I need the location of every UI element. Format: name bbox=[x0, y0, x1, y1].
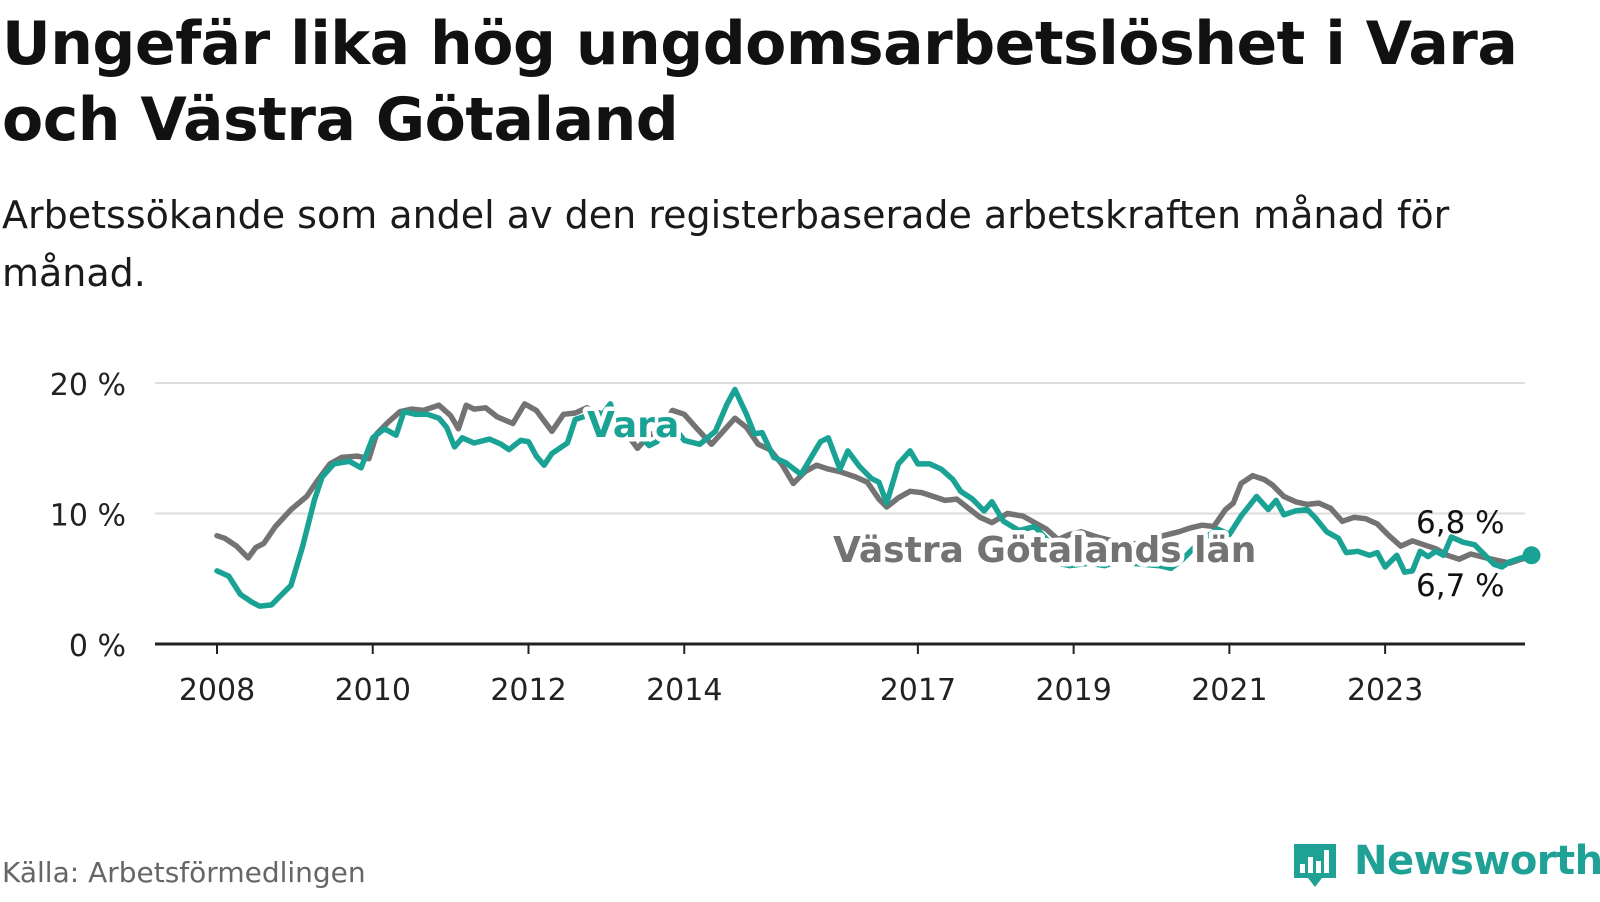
end-value-labels: 6,8 % 6,7 % bbox=[1416, 505, 1505, 604]
x-tick-label-2019: 2019 bbox=[1035, 673, 1111, 708]
x-tick-label-2023: 2023 bbox=[1347, 673, 1423, 708]
x-tick-label-2021: 2021 bbox=[1191, 673, 1267, 708]
series-label-vastra-gotaland-halo: Västra Götalands län bbox=[833, 530, 1256, 571]
series-label-vara-halo: Vara bbox=[587, 405, 679, 446]
x-axis-labels: 2008 2010 2012 2014 2017 2019 2021 2023 bbox=[179, 644, 1423, 708]
brand-logo: Newsworthy bbox=[1290, 838, 1600, 902]
y-tick-label-0: 0 % bbox=[69, 629, 126, 664]
series-line-vara bbox=[214, 386, 1535, 609]
x-tick-label-2008: 2008 bbox=[179, 673, 255, 708]
y-tick-label-10: 10 % bbox=[50, 499, 126, 534]
gridlines bbox=[155, 382, 1525, 646]
chart-title: Ungefär lika hög ungdomsarbetslöshet i V… bbox=[2, 9, 1518, 155]
series-lines bbox=[214, 386, 1541, 609]
series-label-vara: Vara bbox=[587, 405, 679, 446]
x-tick-label-2012: 2012 bbox=[490, 673, 566, 708]
series-line-vastra-gotaland bbox=[214, 401, 1535, 566]
line-chart: 0 % 10 % 20 % 2008 2010 2012 2014 2017 2019 2021… bbox=[50, 368, 1541, 708]
end-label-vastra-gotaland: 6,7 % bbox=[1416, 568, 1505, 604]
bar-chart-speech-bubble-icon bbox=[1294, 844, 1336, 887]
x-tick-label-2017: 2017 bbox=[880, 673, 956, 708]
series-label-vastra-gotaland: Västra Götalands län bbox=[833, 530, 1256, 571]
end-label-vara: 6,8 % bbox=[1416, 505, 1505, 541]
chart-subtitle: Arbetssökande som andel av den registerb… bbox=[2, 193, 1450, 295]
brand-name: Newsworthy bbox=[1354, 838, 1600, 884]
x-tick-label-2010: 2010 bbox=[335, 673, 411, 708]
series-end-marker-vara bbox=[1522, 546, 1541, 565]
x-tick-label-2014: 2014 bbox=[646, 673, 722, 708]
y-axis-labels: 0 % 10 % 20 % bbox=[50, 368, 126, 664]
source-note: Källa: Arbetsförmedlingen bbox=[2, 856, 366, 889]
y-tick-label-20: 20 % bbox=[50, 368, 126, 403]
